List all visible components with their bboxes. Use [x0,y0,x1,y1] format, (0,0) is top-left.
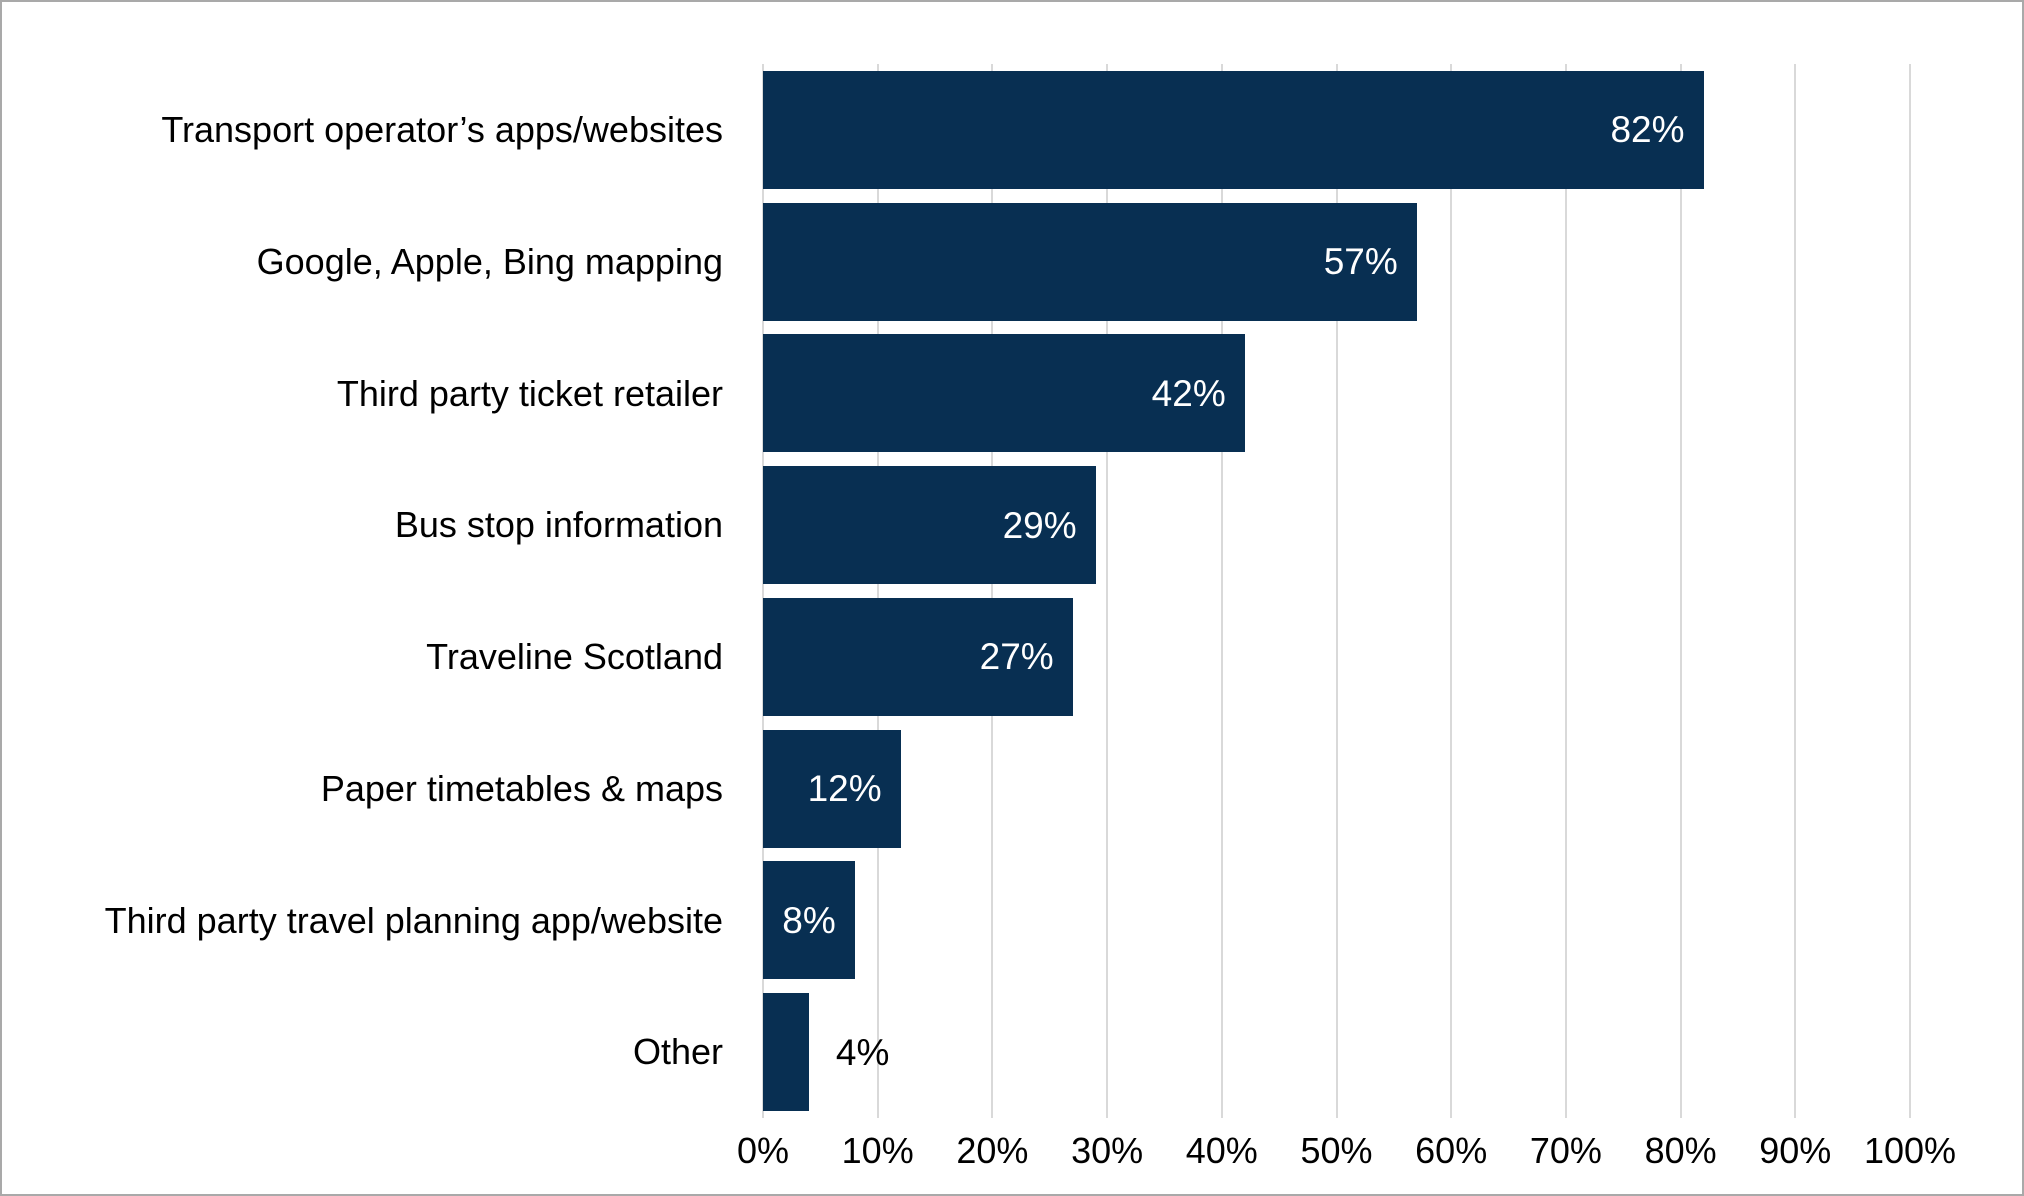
category-label: Bus stop information [394,504,723,546]
bar-row: 29% [763,459,1910,591]
bar-row: 42% [763,328,1910,460]
category-label: Google, Apple, Bing mapping [256,240,723,282]
gridline-100% [1909,64,1911,1118]
x-tick-label: 60% [1415,1130,1488,1171]
category-label: Paper timetables & maps [320,767,723,809]
bar: 29% [763,466,1096,585]
x-tick-label: 90% [1759,1130,1832,1171]
x-tick-label: 40% [1185,1130,1258,1171]
gridline-70% [1564,64,1567,1118]
bar: 8% [763,861,855,980]
gridline-40% [1220,64,1223,1118]
gridline-50% [1335,64,1338,1118]
bar-value-label: 4% [835,1031,890,1073]
category-label: Transport operator’s apps/websites [161,109,723,151]
bar-value-label: 57% [1323,241,1398,283]
category-label: Third party travel planning app/website [104,899,723,941]
bar-rows: 82% 57% 42% 29% 27% 12% 8% 4% [763,64,1910,1118]
category-axis-labels: Transport operator’s apps/websites Google… [2,64,723,1118]
bar-value-label: 82% [1610,109,1685,151]
bar [763,993,809,1112]
bar-value-label: 29% [1002,504,1077,546]
gridline-80% [1679,64,1682,1118]
gridline-20% [991,64,994,1118]
gridline-0% [762,64,764,1118]
bar: 57% [763,202,1417,321]
bar-row: 57% [763,196,1910,328]
gridline-30% [1106,64,1109,1118]
bar-row: 8% [763,855,1910,987]
category-label: Other [632,1031,723,1073]
plot-area: 82% 57% 42% 29% 27% 12% 8% 4% [762,64,1911,1118]
bar-value-label: 8% [782,899,836,941]
x-tick-label: 50% [1300,1130,1373,1171]
category-label: Third party ticket retailer [336,372,723,414]
bar: 42% [763,334,1245,453]
category-label: Traveline Scotland [426,636,723,678]
x-tick-label: 30% [1071,1130,1144,1171]
bar: 82% [763,70,1704,189]
x-tick-label: 0% [736,1130,790,1171]
x-tick-label: 80% [1644,1130,1717,1171]
bar-row: 82% [763,64,1910,196]
x-tick-label: 100% [1863,1130,1957,1171]
bar-value-label: 42% [1151,372,1226,414]
bar-value-label: 12% [807,768,882,810]
bar-row: 27% [763,591,1910,723]
bar-row: 4% [763,986,1910,1118]
x-tick-label: 70% [1529,1130,1602,1171]
bar-value-label: 27% [979,636,1054,678]
gridline-90% [1794,64,1797,1118]
x-tick-label: 20% [956,1130,1029,1171]
bar: 12% [763,729,901,848]
gridline-10% [876,64,879,1118]
bar-row: 12% [763,723,1910,855]
x-tick-label: 10% [841,1130,914,1171]
gridline-60% [1450,64,1453,1118]
bar: 27% [763,597,1073,716]
